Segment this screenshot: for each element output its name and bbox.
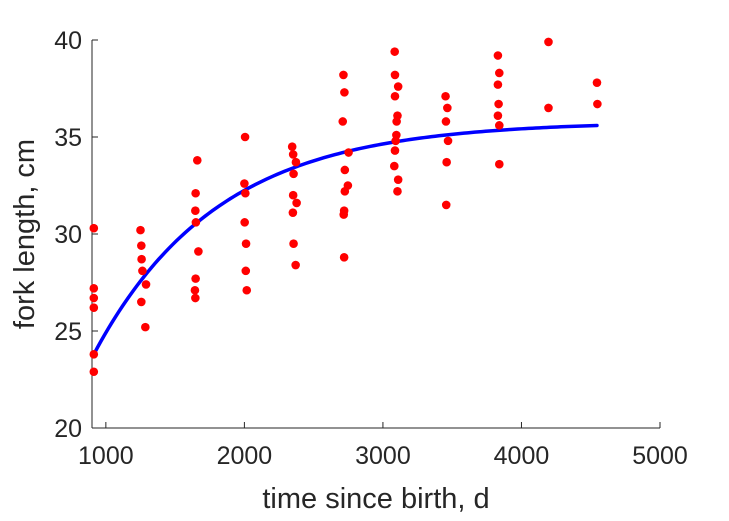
y-tick-label: 35 bbox=[54, 124, 82, 152]
data-point bbox=[441, 91, 450, 101]
fit-curve bbox=[92, 123, 599, 357]
data-point bbox=[292, 198, 301, 208]
data-point bbox=[136, 225, 145, 235]
data-point bbox=[190, 285, 200, 295]
y-ticks: 20 25 30 35 40 bbox=[54, 27, 98, 443]
data-point bbox=[390, 146, 400, 155]
data-point bbox=[393, 187, 402, 196]
data-point bbox=[493, 80, 503, 89]
data-point bbox=[89, 223, 99, 233]
data-point bbox=[288, 190, 298, 200]
data-point bbox=[495, 159, 504, 169]
data-point bbox=[441, 117, 451, 126]
data-point bbox=[241, 188, 250, 198]
data-point bbox=[442, 157, 451, 167]
data-point bbox=[390, 70, 400, 80]
data-point bbox=[392, 117, 401, 126]
data-point bbox=[592, 78, 602, 87]
data-point bbox=[191, 274, 200, 283]
fit-curve-layer bbox=[92, 123, 599, 357]
data-point bbox=[288, 150, 298, 159]
x-axis-label: time since birth, d bbox=[262, 483, 489, 515]
data-point bbox=[390, 91, 400, 101]
data-point bbox=[138, 266, 147, 276]
data-point bbox=[495, 121, 504, 130]
data-point bbox=[191, 206, 200, 216]
data-point bbox=[493, 51, 503, 60]
data-point bbox=[339, 210, 349, 219]
data-point bbox=[89, 284, 99, 293]
data-point bbox=[393, 175, 403, 184]
data-point bbox=[137, 241, 146, 250]
data-point bbox=[393, 82, 403, 91]
data-point bbox=[241, 266, 251, 276]
y-axis-label: fork length, cm bbox=[9, 139, 41, 329]
data-point bbox=[441, 200, 451, 210]
data-point bbox=[340, 165, 350, 175]
data-point bbox=[240, 218, 249, 227]
data-point bbox=[240, 179, 249, 188]
data-point bbox=[240, 132, 250, 142]
data-point bbox=[291, 260, 300, 270]
data-point bbox=[287, 142, 297, 151]
data-point bbox=[191, 218, 201, 227]
data-point bbox=[339, 252, 349, 262]
data-point bbox=[495, 68, 504, 78]
data-point bbox=[191, 188, 200, 198]
data-point bbox=[340, 88, 349, 97]
data-point bbox=[339, 70, 348, 80]
x-tick-label: 4000 bbox=[494, 442, 550, 470]
x-tick-label: 5000 bbox=[632, 442, 688, 470]
data-point bbox=[544, 37, 553, 47]
y-tick-label: 25 bbox=[54, 318, 82, 346]
data-point bbox=[289, 169, 298, 179]
y-tick-label: 30 bbox=[54, 221, 82, 249]
data-point bbox=[338, 117, 348, 126]
data-point bbox=[241, 239, 251, 248]
data-point bbox=[391, 136, 400, 146]
data-point bbox=[89, 293, 99, 303]
data-point bbox=[291, 157, 301, 167]
data-point bbox=[137, 297, 146, 307]
data-point bbox=[494, 99, 503, 109]
data-point bbox=[390, 47, 400, 56]
points-layer bbox=[89, 37, 602, 377]
data-point bbox=[289, 239, 298, 248]
data-point bbox=[544, 103, 553, 113]
y-tick-label: 40 bbox=[54, 27, 82, 55]
data-point bbox=[137, 254, 146, 264]
data-point bbox=[493, 111, 503, 120]
data-point bbox=[89, 303, 99, 313]
data-point bbox=[89, 367, 99, 377]
data-point bbox=[89, 349, 99, 359]
data-point bbox=[288, 208, 298, 217]
data-point bbox=[443, 136, 453, 146]
data-point bbox=[141, 280, 151, 289]
x-tick-label: 3000 bbox=[355, 442, 411, 470]
data-point bbox=[443, 103, 452, 113]
data-point bbox=[344, 148, 353, 157]
axes bbox=[91, 40, 660, 429]
data-point bbox=[340, 187, 350, 196]
data-point bbox=[141, 322, 150, 332]
x-ticks: 1000 2000 3000 4000 5000 bbox=[78, 422, 688, 470]
data-point bbox=[389, 161, 399, 171]
data-point bbox=[242, 285, 252, 295]
data-point bbox=[191, 293, 200, 303]
data-point bbox=[192, 155, 202, 165]
x-tick-label: 1000 bbox=[78, 442, 134, 470]
data-point bbox=[593, 99, 602, 109]
y-tick-label: 20 bbox=[54, 415, 82, 443]
x-tick-label: 2000 bbox=[217, 442, 273, 470]
data-point bbox=[194, 247, 203, 256]
